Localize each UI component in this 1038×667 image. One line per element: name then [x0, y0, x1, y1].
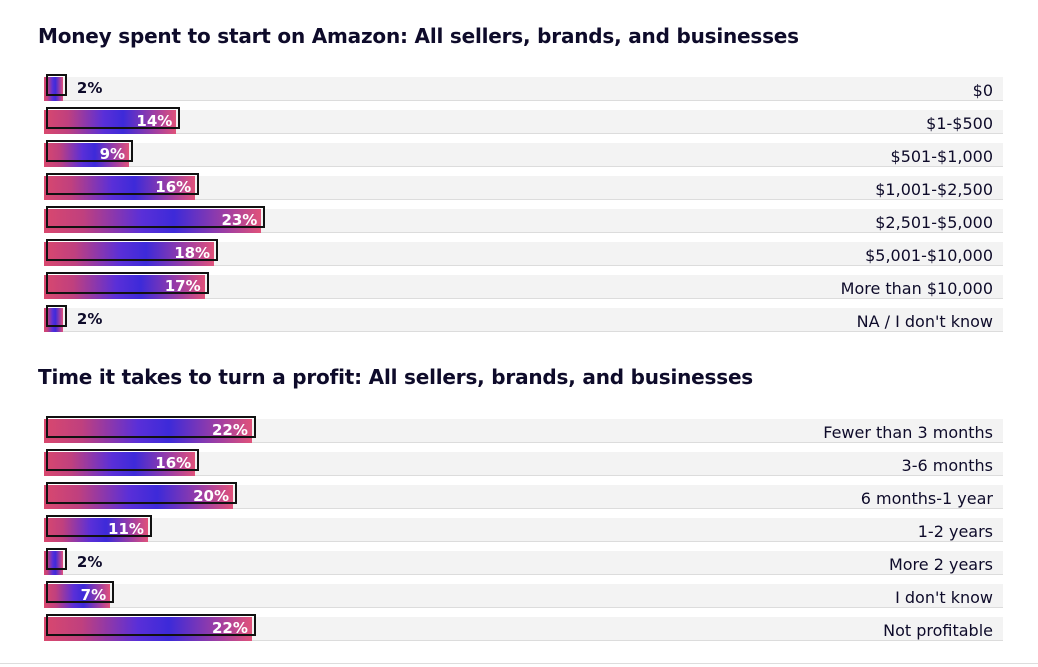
bar-row: 7% I don't know [44, 581, 1003, 608]
category-label: 3-6 months [901, 456, 993, 475]
bar-outline [46, 614, 256, 636]
bar [44, 176, 196, 200]
category-label: I don't know [895, 588, 993, 607]
bar-value-label: 9% [99, 145, 126, 163]
bar-outline [46, 206, 266, 228]
bar-row: 17% More than $10,000 [44, 272, 1003, 299]
category-label: Fewer than 3 months [823, 423, 993, 442]
bar-row: 11% 1-2 years [44, 515, 1003, 542]
bar-value-label: 2% [76, 310, 103, 328]
bar-outline [46, 173, 200, 195]
chart-1-title: Money spent to start on Amazon: All sell… [38, 24, 799, 48]
bar-row: 20% 6 months-1 year [44, 482, 1003, 509]
bar-row: 23% $2,501-$5,000 [44, 206, 1003, 233]
bar-value-label: 16% [155, 178, 192, 196]
category-label: $0 [972, 81, 993, 100]
bar-track [44, 584, 1003, 608]
bar-track [44, 143, 1003, 167]
bar-value-label: 20% [193, 487, 229, 505]
category-label: $5,001-$10,000 [865, 246, 993, 265]
category-label: $501-$1,000 [890, 147, 993, 166]
bar [44, 242, 215, 266]
bar-row: 2% $0 [44, 74, 1003, 101]
bar-value-label: 7% [80, 586, 107, 604]
bar-value-label: 17% [164, 277, 201, 295]
bar-row: 9% $501-$1,000 [44, 140, 1003, 167]
bar-track [44, 452, 1003, 476]
category-label: 6 months-1 year [860, 489, 993, 508]
bar-track [44, 110, 1003, 134]
bar [44, 143, 130, 167]
bar [44, 485, 233, 509]
bar-outline [46, 140, 134, 162]
bar-row: 2% More 2 years [44, 548, 1003, 575]
bar-outline [46, 449, 200, 471]
bar [44, 275, 205, 299]
bar-outline [46, 515, 152, 537]
category-label: Not profitable [883, 621, 993, 640]
bar [44, 452, 196, 476]
bar-track [44, 176, 1003, 200]
bar-track [44, 551, 1003, 575]
category-label: $1-$500 [926, 114, 993, 133]
chart-2-title: Time it takes to turn a profit: All sell… [38, 365, 754, 389]
category-label: $1,001-$2,500 [875, 180, 993, 199]
bar-outline [46, 581, 115, 603]
bar-outline [46, 272, 209, 294]
bar-row: 14% $1-$500 [44, 107, 1003, 134]
bar-value-label: 22% [211, 619, 248, 637]
bar [44, 617, 252, 641]
bar-row: 22% Not profitable [44, 614, 1003, 641]
category-label: $2,501-$5,000 [875, 213, 993, 232]
bar [44, 209, 262, 233]
bar-row: 16% $1,001-$2,500 [44, 173, 1003, 200]
bar-outline [46, 74, 67, 96]
bar-outline [46, 107, 181, 129]
bar [44, 518, 148, 542]
category-label: More 2 years [888, 555, 993, 574]
bar-track [44, 308, 1003, 332]
category-label: More than $10,000 [840, 279, 993, 298]
bar [44, 584, 111, 608]
bar-outline [46, 548, 67, 570]
bar-value-label: 2% [76, 553, 103, 571]
category-label: NA / I don't know [856, 312, 993, 331]
category-label: 1-2 years [917, 522, 993, 541]
bar-value-label: 22% [211, 421, 248, 439]
bar-track [44, 77, 1003, 101]
bar-outline [46, 305, 67, 327]
bar-outline [46, 239, 219, 261]
bar-row: 22% Fewer than 3 months [44, 416, 1003, 443]
bar-value-label: 11% [108, 520, 144, 538]
bottom-divider [0, 663, 1038, 664]
bar-value-label: 2% [76, 79, 103, 97]
bar-value-label: 14% [136, 112, 173, 130]
bar-value-label: 18% [174, 244, 211, 262]
bar-value-label: 16% [155, 454, 192, 472]
bar [44, 419, 252, 443]
bar-row: 16% 3-6 months [44, 449, 1003, 476]
bar-row: 2% NA / I don't know [44, 305, 1003, 332]
bar-row: 18% $5,001-$10,000 [44, 239, 1003, 266]
bar [44, 110, 177, 134]
bar-outline [46, 416, 256, 438]
bar-outline [46, 482, 237, 504]
bar-value-label: 23% [221, 211, 258, 229]
bar-track [44, 518, 1003, 542]
